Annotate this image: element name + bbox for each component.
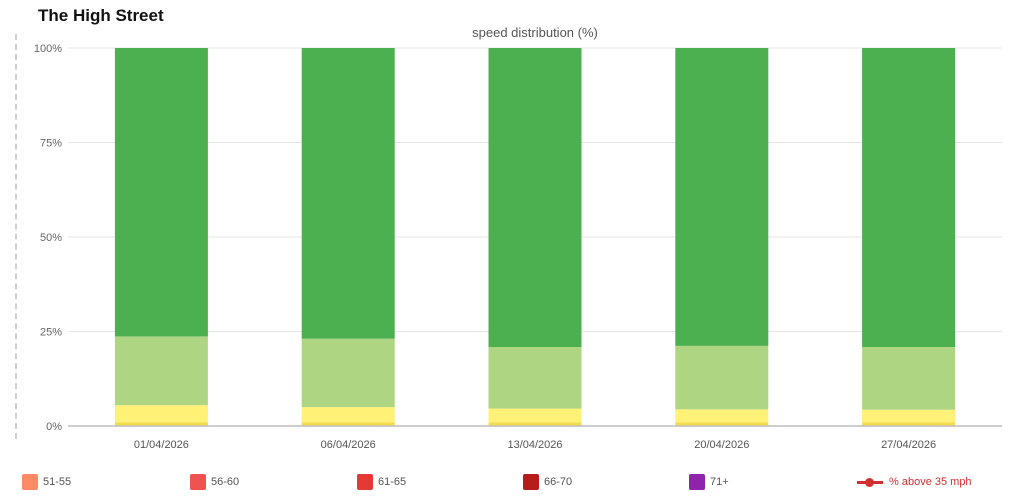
legend-swatch: [22, 474, 38, 490]
chart-legend: 51-55 56-60 61-65 66-70 71+ % above 35 mph: [0, 474, 1019, 496]
legend-label: 56-60: [211, 476, 240, 488]
bar-segment: [114, 336, 208, 406]
chart-title: speed distribution (%): [472, 25, 598, 40]
bar-segment: [862, 422, 956, 426]
legend-label: 66-70: [544, 476, 573, 488]
bar-segment: [675, 422, 769, 426]
legend-swatch: [523, 474, 539, 490]
bar-segment: [488, 346, 582, 409]
x-tick-label: 13/04/2026: [507, 439, 562, 451]
bar-segment: [675, 48, 769, 346]
legend-swatch: [357, 474, 373, 490]
x-tick-label: 20/04/2026: [694, 439, 749, 451]
bar-segment: [114, 422, 208, 426]
legend-label: 71+: [710, 476, 729, 488]
legend-swatch: [689, 474, 705, 490]
bar-segment: [301, 407, 395, 423]
bar-segment: [862, 346, 956, 410]
x-tick-label: 01/04/2026: [134, 439, 189, 451]
x-tick-label: 27/04/2026: [881, 439, 936, 451]
speed-distribution-chart: speed distribution (%) 0% 25% 50% 75% 100% 01/…: [34, 25, 1002, 451]
legend-label: % above 35 mph: [889, 476, 972, 488]
legend-item[interactable]: 56-60: [190, 474, 239, 490]
bar-segment: [114, 405, 208, 423]
legend-item[interactable]: % above 35 mph: [857, 474, 972, 490]
bar-segment: [301, 48, 395, 339]
y-tick-label: 75%: [40, 138, 62, 150]
legend-item[interactable]: 71+: [689, 474, 729, 490]
bar-segment: [862, 409, 956, 423]
bar-segment: [488, 422, 582, 426]
legend-item[interactable]: 66-70: [523, 474, 572, 490]
bar-segment: [488, 408, 582, 423]
legend-item[interactable]: 51-55: [22, 474, 71, 490]
y-tick-label: 0%: [46, 421, 62, 433]
y-tick-label: 50%: [40, 232, 62, 244]
bar-segment: [114, 48, 208, 337]
dashed-divider: [15, 34, 17, 439]
bar-segment: [301, 422, 395, 426]
legend-label: 61-65: [378, 476, 407, 488]
page-title: The High Street: [38, 6, 164, 25]
legend-label: 51-55: [43, 476, 72, 488]
y-tick-label: 25%: [40, 327, 62, 339]
x-tick-label: 06/04/2026: [321, 439, 376, 451]
bar-segment: [301, 338, 395, 408]
legend-item[interactable]: 61-65: [357, 474, 406, 490]
legend-swatch: [190, 474, 206, 490]
y-tick-label: 100%: [34, 43, 62, 55]
bar-segment: [675, 345, 769, 410]
bar-segment: [862, 48, 956, 347]
bar-segment: [488, 48, 582, 347]
bar-segment: [675, 409, 769, 423]
legend-line-marker: [857, 474, 883, 490]
